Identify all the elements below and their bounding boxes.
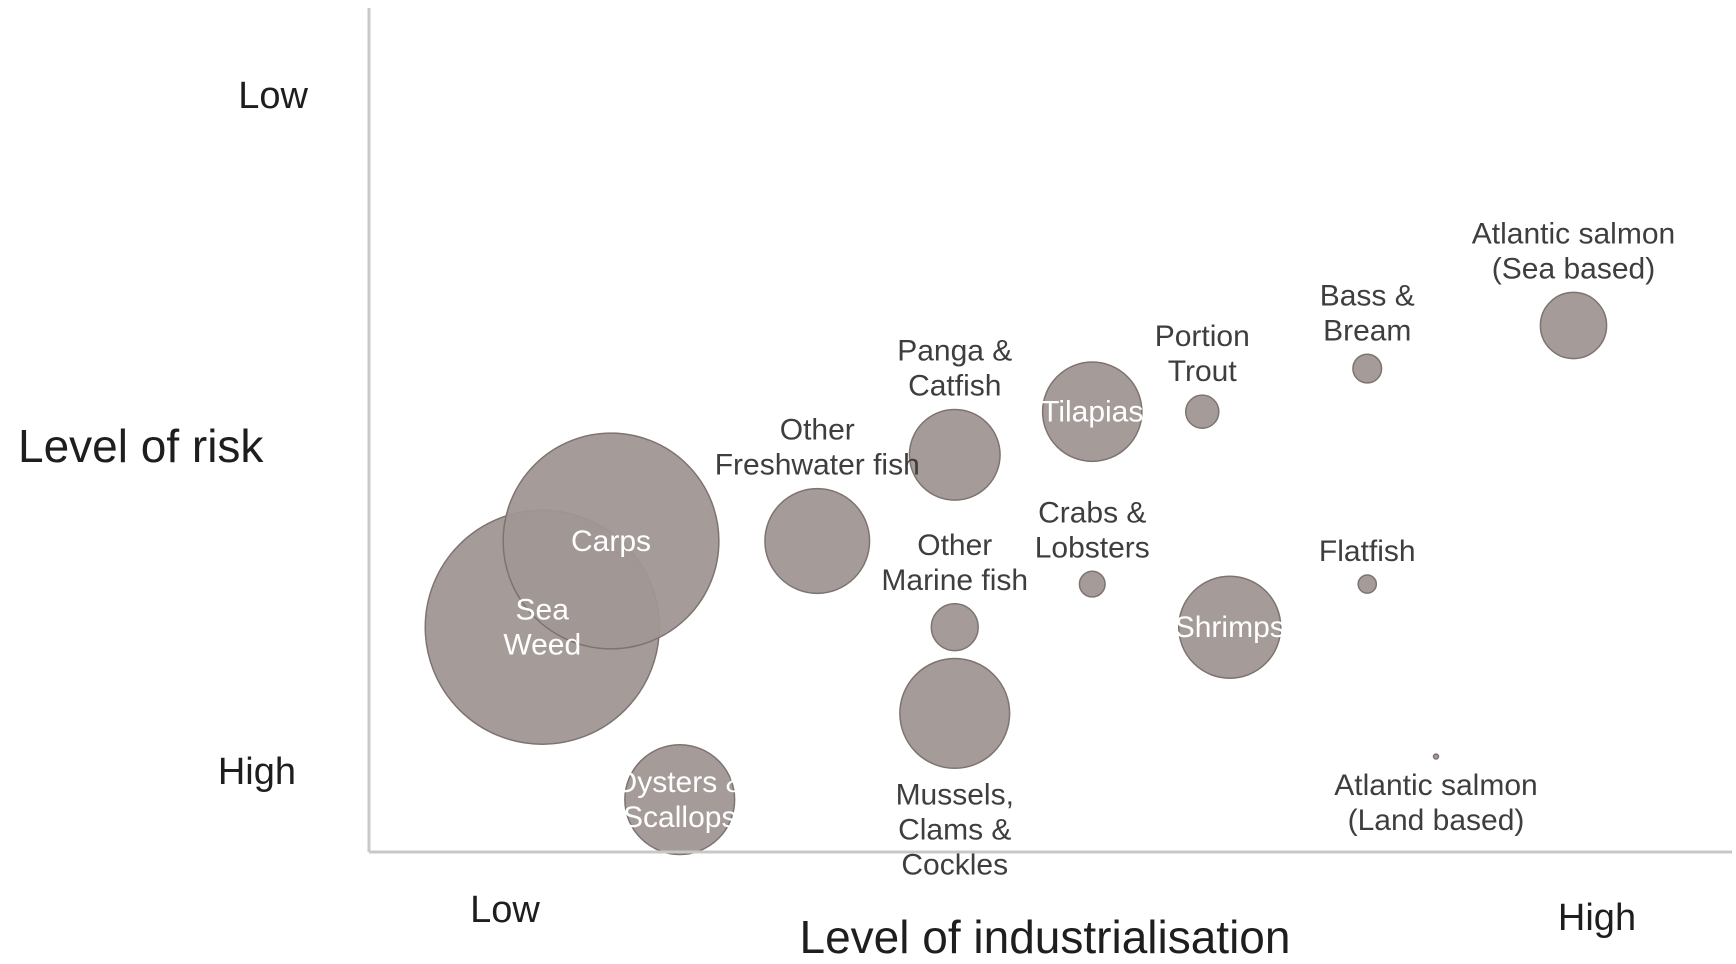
x-tick-low: Low — [470, 889, 540, 931]
label-atlantic-salmon-land-based: Atlantic salmon (Land based) — [1334, 769, 1537, 837]
label-shrimps: Shrimps — [1175, 611, 1285, 644]
y-axis-title: Level of risk — [18, 420, 264, 472]
bubble-oysters-scallops — [624, 743, 736, 856]
bubble-other-freshwater-fish — [764, 487, 871, 595]
y-tick-high: High — [218, 751, 296, 793]
bubble-bass-bream — [1352, 353, 1383, 384]
label-bass-bream: Bass & Bream — [1320, 279, 1415, 347]
label-other-marine-fish: Other Marine fish — [881, 529, 1028, 597]
label-mussels-clams-cockles: Mussels, Clams & Cockles — [896, 778, 1014, 881]
label-oysters-scallops: Oysters & Scallops — [614, 766, 746, 834]
bubble-shrimps — [1178, 575, 1282, 679]
bubble-mussels-clams-cockles — [899, 657, 1011, 770]
bubble-layer — [424, 291, 1608, 856]
bubble-portion-trout — [1184, 394, 1220, 429]
bubble-panga-catfish — [908, 408, 1001, 501]
bubble-other-marine-fish — [930, 603, 979, 652]
label-flatfish: Flatfish — [1319, 535, 1416, 568]
label-tilapias: Tilapias — [1041, 396, 1143, 429]
label-layer: Sea Weed Carps Oysters & Scallops Other Freshw… — [503, 217, 1675, 881]
bubble-atlantic-salmon-sea-based — [1539, 291, 1608, 360]
bubble-tilapias — [1041, 361, 1143, 463]
label-panga-catfish: Panga & Catfish — [897, 334, 1012, 402]
bubble-carps — [502, 432, 720, 650]
bubble-crabs-lobsters — [1078, 570, 1106, 598]
label-portion-trout: Portion Trout — [1155, 320, 1250, 388]
x-axis-title: Level of industrialisation — [800, 911, 1291, 963]
label-atlantic-salmon-sea-based: Atlantic salmon (Sea based) — [1472, 217, 1675, 285]
label-other-freshwater-fish: Other Freshwater fish — [715, 414, 920, 482]
bubble-flatfish — [1357, 574, 1378, 594]
label-crabs-lobsters: Crabs & Lobsters — [1035, 496, 1150, 564]
label-sea-weed: Sea Weed — [503, 594, 581, 662]
x-tick-high: High — [1558, 897, 1636, 939]
bubble-atlantic-salmon-land-based — [1432, 753, 1440, 760]
label-carps: Carps — [571, 525, 651, 558]
y-tick-low: Low — [238, 75, 308, 117]
